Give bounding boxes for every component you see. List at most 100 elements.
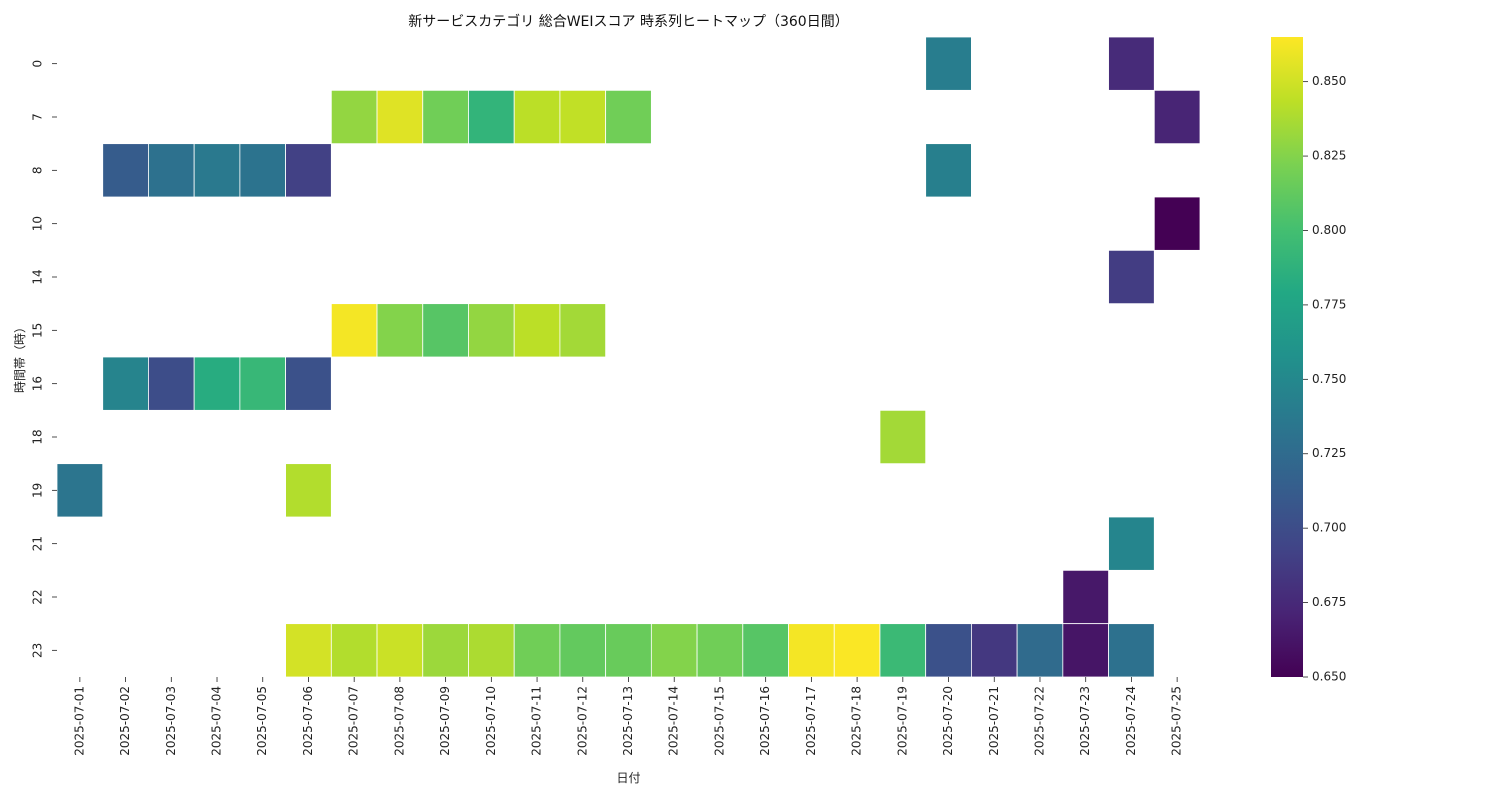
x-tick-label: 2025-07-08 [392,686,406,756]
heatmap-cell [285,143,332,198]
colorbar-tick-label: 0.775 [1312,297,1346,311]
heatmap-cell [1016,623,1064,678]
heatmap-cell [1108,516,1155,571]
heatmap-cell [788,623,835,678]
x-tick-label: 2025-07-21 [987,686,1001,756]
y-tick-label: 18 [31,429,45,444]
x-tick-label: 2025-07-22 [1032,686,1046,756]
colorbar [1271,37,1303,677]
x-tick-label: 2025-07-23 [1078,686,1092,756]
heatmap-cell [148,356,195,411]
heatmap-cells [56,36,1201,678]
heatmap-cell [468,89,515,145]
heatmap-cell [1062,623,1109,678]
y-tick-label: 16 [31,376,45,391]
heatmap-cell [1153,89,1201,145]
heatmap-cell [879,409,927,465]
x-tick-label: 2025-07-05 [255,686,269,756]
heatmap-cell [102,143,149,198]
heatmap-cell [285,463,332,518]
y-tick-label: 19 [31,483,45,498]
heatmap-cell [376,623,424,678]
heatmap-cell [102,356,149,411]
heatmap-cell [468,303,515,358]
heatmap-cell [879,623,927,678]
x-tick-label: 2025-07-13 [621,686,635,756]
heatmap-cell [330,623,378,678]
heatmap-cell [925,143,972,198]
colorbar-tick-label: 0.675 [1312,595,1346,609]
y-tick-label: 10 [31,216,45,231]
heatmap-cell [239,143,287,198]
x-tick-label: 2025-07-04 [210,686,224,756]
heatmap-cell [1108,36,1155,91]
colorbar-tick-label: 0.825 [1312,149,1346,163]
heatmap-cell [742,623,789,678]
x-tick-label: 2025-07-24 [1124,686,1138,756]
heatmap-cell [1153,196,1201,251]
y-tick-label: 0 [31,60,45,68]
heatmap-cell [650,623,698,678]
x-tick-label: 2025-07-12 [575,686,589,756]
x-tick-label: 2025-07-16 [758,686,772,756]
heatmap-cell [925,36,972,91]
heatmap-cell [56,463,104,518]
heatmap-cell [696,623,744,678]
heatmap-cell [422,303,469,358]
x-tick-label: 2025-07-02 [118,686,132,756]
y-tick-label: 14 [31,269,45,284]
y-axis-ticks: 0 7 8 10 14 15 16 18 19 21 22 23 [31,60,57,658]
heatmap-cell [193,143,241,198]
y-tick-label: 8 [31,167,45,175]
heatmap-cell [605,89,652,145]
heatmap-cell [285,623,332,678]
heatmap-cell [1108,623,1155,678]
y-tick-label: 23 [31,643,45,658]
heatmap-cell [376,89,424,145]
heatmap-cell [148,143,195,198]
heatmap-cell [513,623,561,678]
x-axis-title: 日付 [616,771,640,785]
heatmap-cell [513,89,561,145]
heatmap-cell [559,303,607,358]
heatmap-cell [1062,569,1109,625]
y-tick-label: 15 [31,323,45,338]
x-tick-label: 2025-07-19 [895,686,909,756]
x-tick-label: 2025-07-06 [301,686,315,756]
x-tick-label: 2025-07-17 [804,686,818,756]
y-tick-label: 22 [31,589,45,604]
colorbar-tick-label: 0.650 [1312,670,1346,684]
colorbar-tick-label: 0.750 [1312,372,1346,386]
x-axis-ticks: 2025-07-01 2025-07-02 2025-07-03 2025-07-04… [72,677,1184,756]
x-tick-label: 2025-07-03 [164,686,178,756]
heatmap-cell [833,623,881,678]
x-tick-label: 2025-07-01 [72,686,86,756]
heatmap-cell [559,623,607,678]
colorbar-tick-label: 0.850 [1312,74,1346,88]
chart-title: 新サービスカテゴリ 総合WEIスコア 時系列ヒートマップ（360日間） [408,13,848,30]
x-tick-label: 2025-07-07 [347,686,361,756]
heatmap-cell [422,623,469,678]
heatmap-cell [239,356,287,411]
heatmap-cell [330,89,378,145]
heatmap-cell [971,623,1018,678]
heatmap-cell [559,89,607,145]
heatmap-cell [285,356,332,411]
heatmap-cell [1108,249,1155,305]
x-tick-label: 2025-07-10 [484,686,498,756]
heatmap-cell [605,623,652,678]
y-tick-label: 7 [31,113,45,121]
colorbar-tick-label: 0.800 [1312,223,1346,237]
x-tick-label: 2025-07-25 [1170,686,1184,756]
colorbar-tick-label: 0.725 [1312,446,1346,460]
heatmap-cell [193,356,241,411]
heatmap-cell [330,303,378,358]
y-axis-title: 時間帯（時） [13,321,27,393]
x-tick-label: 2025-07-18 [850,686,864,756]
heatmap-cell [422,89,469,145]
heatmap-cell [376,303,424,358]
colorbar-ticks: 0.650 0.675 0.700 0.725 0.750 0.775 0.800 0.825… [1303,74,1346,684]
heatmap-cell [513,303,561,358]
x-tick-label: 2025-07-14 [667,686,681,756]
